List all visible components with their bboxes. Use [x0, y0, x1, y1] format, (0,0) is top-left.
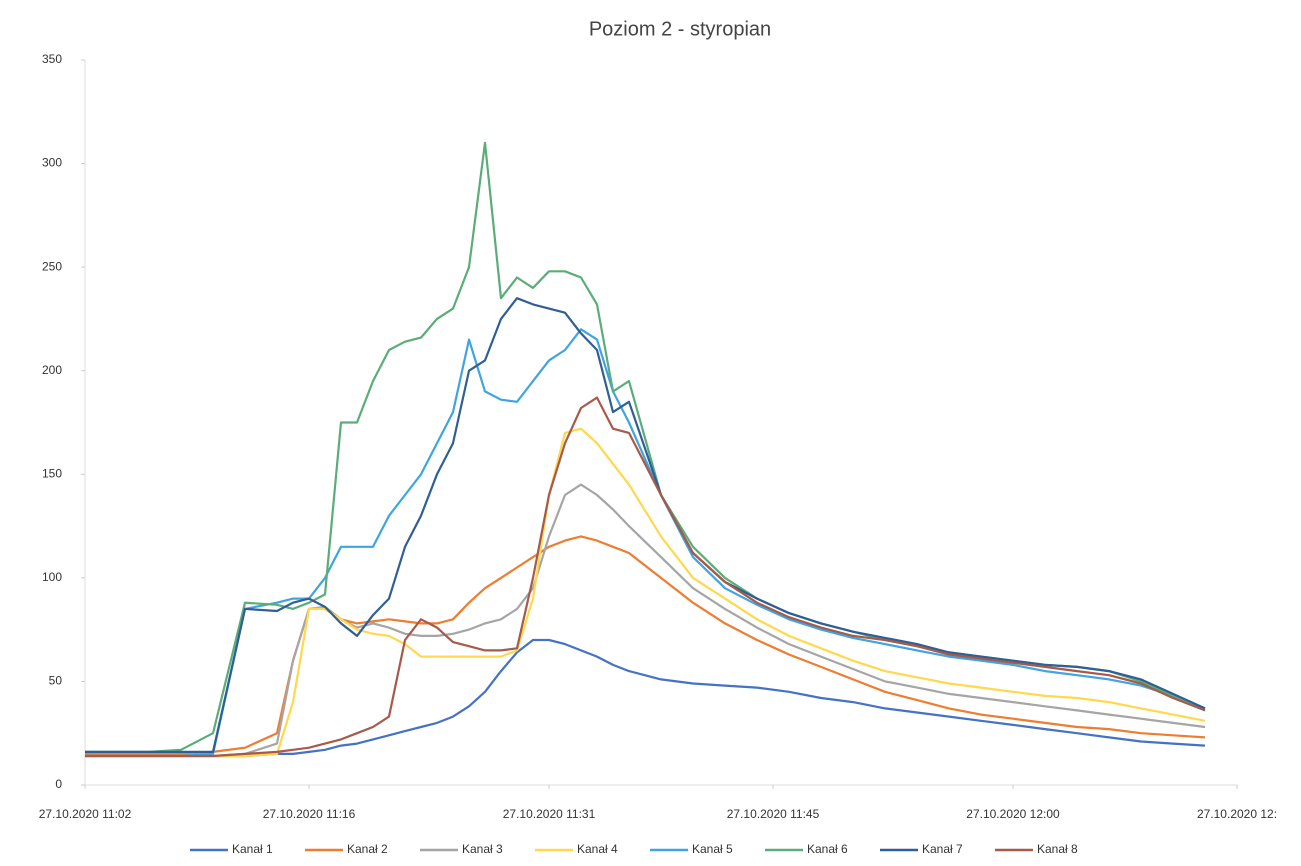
x-tick-label: 27.10.2020 11:02 [39, 807, 132, 821]
legend-label: Kanał 8 [1037, 842, 1078, 856]
y-tick-label: 250 [42, 259, 62, 273]
y-tick-label: 200 [42, 363, 62, 377]
legend-label: Kanał 4 [577, 842, 618, 856]
legend-label: Kanał 7 [922, 842, 963, 856]
series-line [85, 535, 1206, 755]
x-tick-label: 27.10.2020 11:45 [727, 807, 820, 821]
legend-label: Kanał 6 [807, 842, 848, 856]
series-line [85, 297, 1206, 753]
chart-title: Poziom 2 - styropian [589, 18, 771, 40]
x-tick-label: 27.10.2020 12:00 [966, 807, 1060, 821]
series-line [85, 427, 1206, 758]
series-line [85, 638, 1206, 758]
series-line [85, 328, 1206, 758]
y-tick-label: 150 [42, 466, 62, 480]
legend-label: Kanał 2 [347, 842, 388, 856]
y-tick-label: 350 [42, 52, 62, 66]
y-tick-label: 100 [42, 570, 62, 584]
legend-label: Kanał 5 [692, 842, 733, 856]
x-tick-label: 27.10.2020 12: [1197, 807, 1277, 821]
legend-label: Kanał 1 [232, 842, 273, 856]
series-line [85, 396, 1206, 758]
legend-label: Kanał 3 [462, 842, 503, 856]
y-tick-label: 0 [55, 777, 62, 791]
x-tick-label: 27.10.2020 11:16 [263, 807, 356, 821]
series-line [85, 483, 1206, 758]
y-tick-label: 300 [42, 156, 62, 170]
x-tick-label: 27.10.2020 11:31 [503, 807, 596, 821]
y-tick-label: 50 [49, 674, 63, 688]
